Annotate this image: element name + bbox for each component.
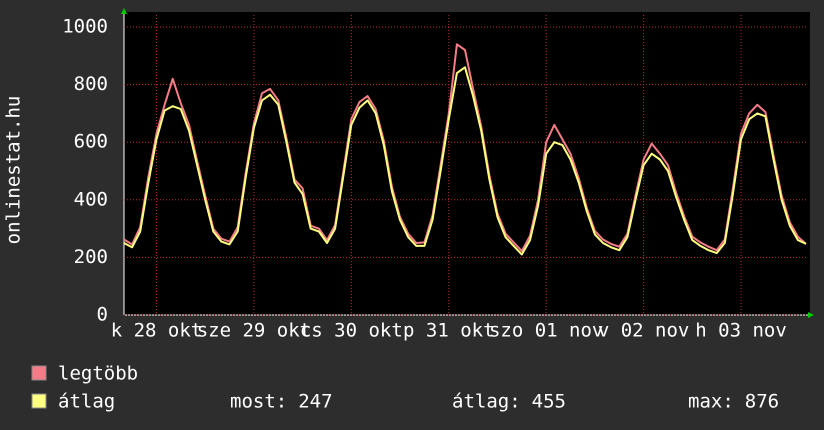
y-tick-label: 600 — [74, 131, 108, 153]
stat-value: 876 — [745, 391, 779, 413]
axis-arrow — [121, 8, 127, 14]
axis-arrow — [808, 312, 814, 318]
series-line — [123, 66, 807, 256]
y-axis-label: onlinestat.hu — [3, 96, 25, 245]
x-tick-label: szo 01 nov — [489, 320, 603, 342]
legend-swatch — [31, 393, 47, 409]
y-tick-label: 1000 — [62, 16, 108, 38]
stat-value: 455 — [532, 391, 566, 413]
y-tick-label: 800 — [74, 73, 108, 95]
x-tick-label: sze 29 okt — [197, 320, 311, 342]
stat-label: max: — [688, 391, 734, 413]
y-tick-label: 200 — [74, 246, 108, 268]
x-tick-label: h 03 nov — [695, 320, 787, 342]
y-tick-label: 0 — [97, 304, 108, 326]
stat-label: átlag: — [452, 391, 521, 413]
x-tick-label: v 02 nov — [598, 320, 690, 342]
x-tick-label: p 31 okt — [403, 320, 495, 342]
y-tick-label: 400 — [74, 188, 108, 210]
x-tick-label: k 28 okt — [111, 320, 203, 342]
stat-value: 247 — [298, 391, 332, 413]
legend-label: átlag — [58, 391, 115, 413]
legend-swatch — [31, 365, 47, 381]
stat-label: most: — [230, 391, 287, 413]
legend-label: legtöbb — [58, 363, 138, 385]
x-tick-label: cs 30 okt — [300, 320, 403, 342]
